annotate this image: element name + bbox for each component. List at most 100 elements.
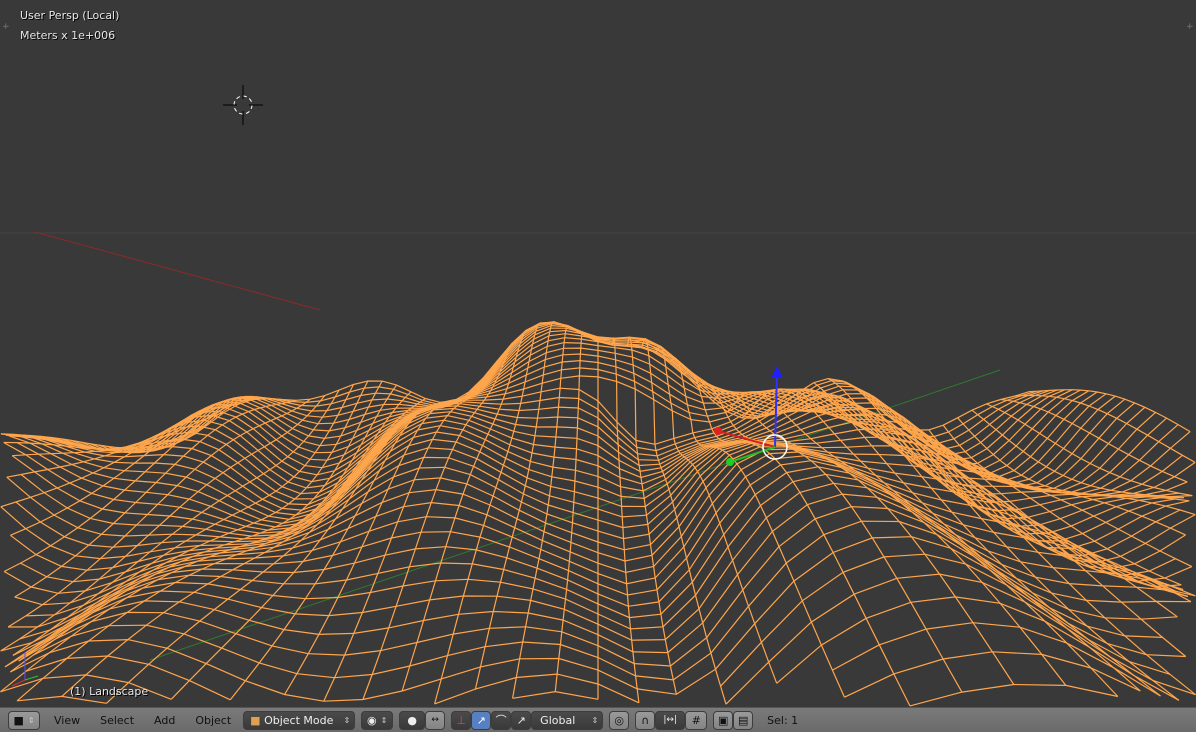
menu-view[interactable]: View — [54, 713, 81, 727]
mode-label: Object Mode — [264, 713, 334, 727]
wire-column — [9, 380, 383, 673]
snap-icon: ∩ — [641, 713, 650, 727]
wire-row — [909, 683, 1118, 707]
wire-column — [942, 424, 1196, 516]
translate-icon: ⊥ — [456, 713, 466, 727]
object-label: (1) Landscape — [70, 685, 149, 698]
mode-select[interactable]: ■ Object Mode ⇕ — [243, 710, 356, 730]
wire-column — [16, 391, 412, 702]
rotate-icon: ↗ — [476, 713, 486, 727]
mini-x-axis — [11, 679, 26, 687]
y-axis-line — [149, 369, 1001, 661]
wire-column — [986, 403, 1193, 497]
snap-element-icon: |↔| — [663, 715, 677, 725]
region-expand-icon[interactable]: + — [1186, 22, 1194, 32]
wire-column — [727, 391, 1067, 686]
render-button[interactable]: ▣ — [713, 710, 734, 730]
wire-column — [362, 343, 513, 700]
scale-button[interactable]: ⌒ — [491, 710, 512, 730]
rotate-button[interactable]: ↗ — [471, 710, 492, 730]
y-arrow — [729, 446, 776, 463]
wire-row — [25, 553, 1171, 705]
pivot-point-icon: ● — [407, 713, 417, 727]
wire-column — [971, 409, 1184, 499]
wire-column — [61, 398, 426, 697]
orientation-label: Global — [540, 713, 576, 727]
wire-column — [0, 395, 326, 652]
wire-column — [885, 413, 1189, 598]
wire-column — [712, 390, 1015, 685]
3d-cursor-crosshair — [223, 85, 263, 125]
animation-render-icon: ▤ — [737, 713, 749, 727]
manipulator-center-icon — [762, 434, 788, 460]
wire-column — [683, 371, 911, 707]
wire-column — [14, 399, 297, 598]
wire-column — [770, 394, 1161, 697]
wire-column — [0, 384, 398, 693]
wire-column — [229, 391, 469, 701]
wire-column — [1029, 389, 1191, 433]
wire-column — [12, 411, 225, 457]
wire-column — [741, 388, 1119, 697]
y-arrow-head — [726, 458, 734, 466]
wire-column — [611, 337, 640, 703]
wire-column — [799, 391, 1196, 696]
proportional-edit-button[interactable]: ◎ — [609, 710, 630, 730]
menu-object[interactable]: Object — [195, 713, 232, 727]
wire-column — [512, 324, 570, 699]
menu-select[interactable]: Select — [100, 713, 135, 727]
wire-column — [474, 321, 556, 690]
snap-button[interactable]: ∩ — [635, 710, 656, 730]
mini-y-axis — [24, 675, 39, 681]
viewport-shading-button[interactable]: ◉ ⇕ — [361, 710, 394, 730]
snap-target-button[interactable]: # — [685, 710, 708, 730]
viewport-shading-icon: ◉ — [367, 713, 377, 727]
wire-column — [3, 398, 282, 573]
scale-icon: ↗ — [516, 713, 526, 727]
wire-column — [928, 429, 1186, 536]
wire-column — [827, 378, 1178, 618]
menu-add[interactable]: Add — [154, 713, 176, 727]
wire-column — [12, 389, 340, 656]
wire-column — [6, 403, 239, 478]
snap-target-icon: # — [691, 713, 701, 727]
wire-column — [1015, 394, 1196, 463]
cube-icon: ■ — [250, 713, 261, 727]
wire-column — [813, 382, 1187, 657]
wire-column — [842, 380, 1192, 603]
wire-column — [7, 398, 311, 628]
scale-button-2[interactable]: ↗ — [511, 710, 532, 730]
units-label: Meters x 1e+006 — [20, 29, 116, 42]
wire-column — [4, 384, 355, 668]
3d-viewport[interactable]: User Persp (Local) Meters x 1e+006 (1) L… — [0, 0, 1196, 707]
viewport-header: ■ ⇕ View Select Add Object ■ Object Mode ⇕… — [0, 707, 1196, 732]
wire-column — [856, 388, 1184, 591]
region-expand-icon[interactable]: + — [2, 22, 10, 32]
wire-column — [756, 388, 1141, 692]
manipulator-toggle-icon: ↔ — [431, 715, 439, 725]
wire-column — [640, 338, 727, 705]
wire-column — [554, 331, 585, 692]
snap-element-button[interactable]: |↔| — [655, 710, 686, 730]
x-axis-line — [34, 231, 321, 311]
translate-button[interactable]: ⊥ — [451, 710, 472, 730]
wire-column — [871, 400, 1196, 597]
wire-column — [626, 336, 677, 695]
wire-column — [669, 357, 846, 698]
wire-column — [784, 402, 1180, 701]
x-arrow — [717, 430, 776, 448]
editor-type-button[interactable]: ■ ⇕ — [8, 710, 40, 730]
landscape-wireframe — [0, 85, 1196, 707]
animation-render-button[interactable]: ▤ — [733, 710, 754, 730]
wire-column — [401, 329, 527, 692]
pivot-point-button[interactable]: ● — [399, 710, 426, 730]
selection-status: Sel: 1 — [767, 713, 799, 727]
wire-column — [323, 360, 498, 702]
view-name: User Persp (Local) — [20, 9, 120, 22]
manipulator-toggle-button[interactable]: ↔ — [425, 710, 446, 730]
z-arrow-head — [771, 366, 783, 378]
wire-column — [957, 417, 1190, 502]
wire-column — [170, 400, 455, 700]
orientation-select[interactable]: Global ⇕ — [531, 710, 604, 730]
wire-column — [434, 322, 541, 705]
